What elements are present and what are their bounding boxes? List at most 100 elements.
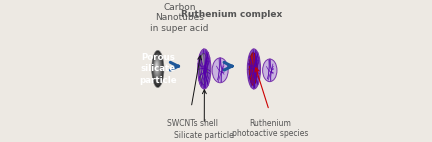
Ellipse shape (202, 63, 206, 75)
Text: Silicate particle: Silicate particle (175, 131, 234, 140)
Ellipse shape (156, 62, 158, 70)
Ellipse shape (203, 65, 206, 73)
Ellipse shape (156, 64, 157, 66)
Ellipse shape (250, 56, 258, 82)
Ellipse shape (154, 57, 161, 78)
Ellipse shape (153, 55, 162, 81)
Ellipse shape (201, 60, 207, 78)
Ellipse shape (152, 53, 162, 83)
Ellipse shape (250, 58, 257, 80)
Ellipse shape (155, 61, 159, 72)
Ellipse shape (154, 57, 161, 78)
Text: Ruthenium
photoactive species: Ruthenium photoactive species (232, 119, 308, 138)
Ellipse shape (201, 58, 208, 80)
Ellipse shape (251, 61, 257, 77)
Ellipse shape (253, 67, 254, 71)
Ellipse shape (253, 65, 255, 73)
Ellipse shape (155, 60, 159, 73)
Ellipse shape (198, 50, 210, 88)
Ellipse shape (249, 53, 257, 85)
Ellipse shape (201, 59, 207, 79)
Ellipse shape (203, 66, 205, 72)
Text: Porous
silicate
particle: Porous silicate particle (139, 53, 177, 84)
Ellipse shape (252, 64, 256, 74)
Ellipse shape (156, 64, 157, 67)
Ellipse shape (248, 50, 260, 88)
Ellipse shape (251, 62, 256, 76)
Ellipse shape (251, 60, 257, 78)
Ellipse shape (248, 50, 260, 88)
Ellipse shape (252, 63, 256, 75)
Ellipse shape (202, 62, 206, 76)
Ellipse shape (154, 56, 161, 79)
Ellipse shape (156, 63, 158, 69)
Ellipse shape (253, 66, 255, 72)
Ellipse shape (200, 55, 209, 83)
Ellipse shape (153, 54, 162, 83)
Ellipse shape (198, 49, 211, 89)
Ellipse shape (251, 60, 257, 78)
Ellipse shape (249, 54, 259, 84)
Ellipse shape (249, 54, 259, 84)
Ellipse shape (199, 54, 210, 84)
Ellipse shape (200, 54, 209, 84)
Ellipse shape (203, 66, 205, 72)
Ellipse shape (153, 55, 162, 80)
Ellipse shape (204, 68, 205, 70)
Ellipse shape (153, 56, 161, 79)
Ellipse shape (199, 52, 210, 86)
Ellipse shape (248, 49, 260, 89)
Ellipse shape (248, 51, 260, 87)
Ellipse shape (251, 59, 257, 79)
Ellipse shape (252, 62, 256, 76)
Ellipse shape (250, 57, 258, 81)
Ellipse shape (203, 64, 206, 74)
Ellipse shape (263, 59, 277, 82)
Ellipse shape (155, 61, 158, 71)
Ellipse shape (250, 56, 258, 82)
Text: Ruthenium complex: Ruthenium complex (181, 10, 283, 19)
Ellipse shape (200, 58, 208, 80)
Ellipse shape (201, 60, 207, 78)
Ellipse shape (199, 53, 210, 85)
Ellipse shape (203, 67, 205, 71)
Ellipse shape (152, 53, 162, 84)
Ellipse shape (251, 58, 257, 80)
Ellipse shape (152, 50, 164, 88)
Ellipse shape (155, 60, 159, 73)
Ellipse shape (249, 55, 258, 83)
Ellipse shape (200, 56, 209, 82)
Ellipse shape (198, 50, 211, 88)
Ellipse shape (154, 59, 160, 75)
Ellipse shape (152, 52, 163, 85)
Ellipse shape (200, 53, 207, 84)
Ellipse shape (202, 62, 206, 76)
Ellipse shape (198, 51, 210, 87)
Ellipse shape (156, 63, 157, 68)
Ellipse shape (156, 63, 158, 69)
Ellipse shape (155, 61, 159, 71)
Ellipse shape (248, 52, 259, 86)
Ellipse shape (152, 52, 163, 85)
Ellipse shape (202, 61, 207, 77)
Ellipse shape (153, 54, 162, 82)
Text: SWCNTs shell: SWCNTs shell (167, 119, 218, 128)
Ellipse shape (252, 64, 255, 74)
Ellipse shape (156, 64, 157, 67)
Ellipse shape (154, 58, 160, 76)
Ellipse shape (152, 51, 164, 86)
Ellipse shape (200, 56, 209, 82)
Ellipse shape (199, 52, 210, 86)
Ellipse shape (154, 59, 159, 75)
Ellipse shape (155, 59, 159, 74)
Ellipse shape (248, 52, 260, 86)
Ellipse shape (152, 51, 164, 87)
Ellipse shape (200, 57, 208, 81)
Ellipse shape (153, 56, 161, 80)
Ellipse shape (249, 53, 259, 85)
Ellipse shape (153, 54, 162, 81)
Ellipse shape (203, 64, 206, 74)
Ellipse shape (212, 58, 228, 83)
Ellipse shape (154, 57, 160, 77)
Ellipse shape (154, 58, 160, 76)
